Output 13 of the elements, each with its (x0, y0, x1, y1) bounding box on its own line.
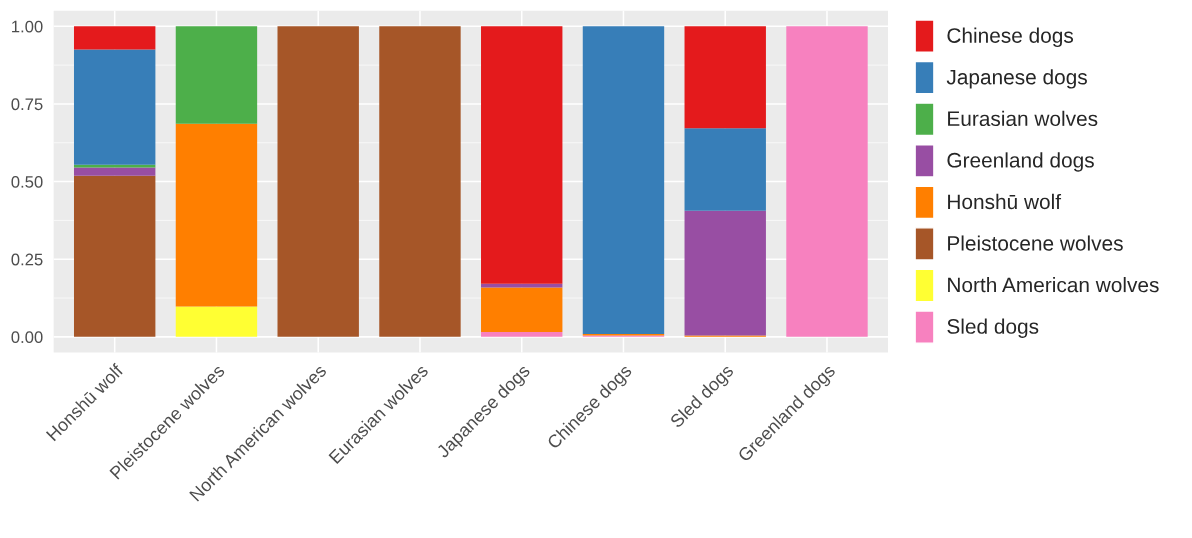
y-tick-label: 0.25 (11, 253, 43, 266)
legend-label: Chinese dogs (947, 27, 1074, 48)
y-tick-label: 0.00 (11, 331, 43, 344)
y-tick-label: 1.00 (12, 20, 43, 33)
legend-label: Eurasian wolves (948, 110, 1098, 127)
legend-label: Sled dogs (947, 318, 1039, 338)
legend-label: North American wolves (948, 277, 1159, 293)
legend-label: Honshū wolf (948, 193, 1062, 210)
y-tick-label: 0.75 (11, 98, 43, 111)
y-tick-label: 0.50 (11, 175, 43, 188)
legend-label: Greenland dogs (947, 152, 1094, 172)
legend-label: Pleistocene wolves (948, 235, 1123, 251)
legend-label: Japanese dogs (946, 69, 1087, 89)
